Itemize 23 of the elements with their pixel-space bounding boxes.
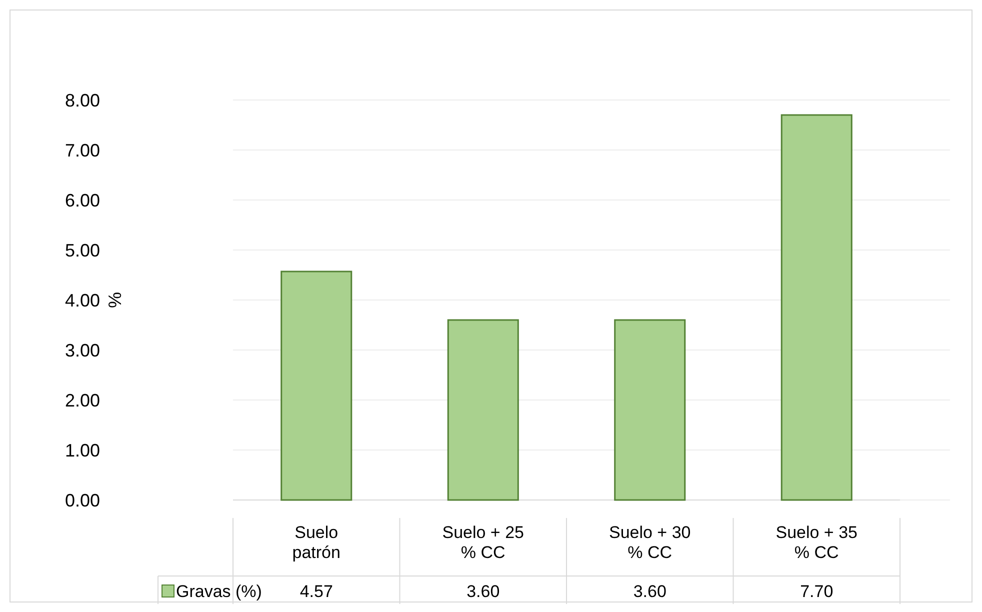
y-tick-label: 2.00 xyxy=(64,390,100,410)
y-tick-label: 5.00 xyxy=(64,240,100,260)
x-tick-label: Suelo + 25 % CC xyxy=(442,523,524,562)
x-tick-label: Suelo + 30 % CC xyxy=(608,523,691,562)
y-tick-label: 0.00 xyxy=(64,490,100,510)
bar xyxy=(614,319,686,501)
data-label: 4.57 xyxy=(300,582,333,601)
x-tick-label: Suelo patrón xyxy=(292,523,340,562)
bar xyxy=(780,114,852,501)
y-tick-label: 8.00 xyxy=(64,90,100,110)
y-tick-label: 3.00 xyxy=(64,340,100,360)
y-tick-label: 7.00 xyxy=(64,140,100,160)
x-tick-label: Suelo + 35 % CC xyxy=(776,523,858,562)
y-tick-label: 6.00 xyxy=(64,190,100,210)
data-label: 3.60 xyxy=(633,582,666,601)
y-tick-label: 1.00 xyxy=(64,440,100,460)
bar xyxy=(447,319,519,501)
legend-label: Gravas (%) xyxy=(176,582,262,601)
data-label: 7.70 xyxy=(800,582,834,601)
data-label: 3.60 xyxy=(466,582,500,601)
bar xyxy=(280,270,352,501)
y-tick-label: 4.00 xyxy=(64,290,100,310)
y-axis-title: % xyxy=(105,292,125,308)
